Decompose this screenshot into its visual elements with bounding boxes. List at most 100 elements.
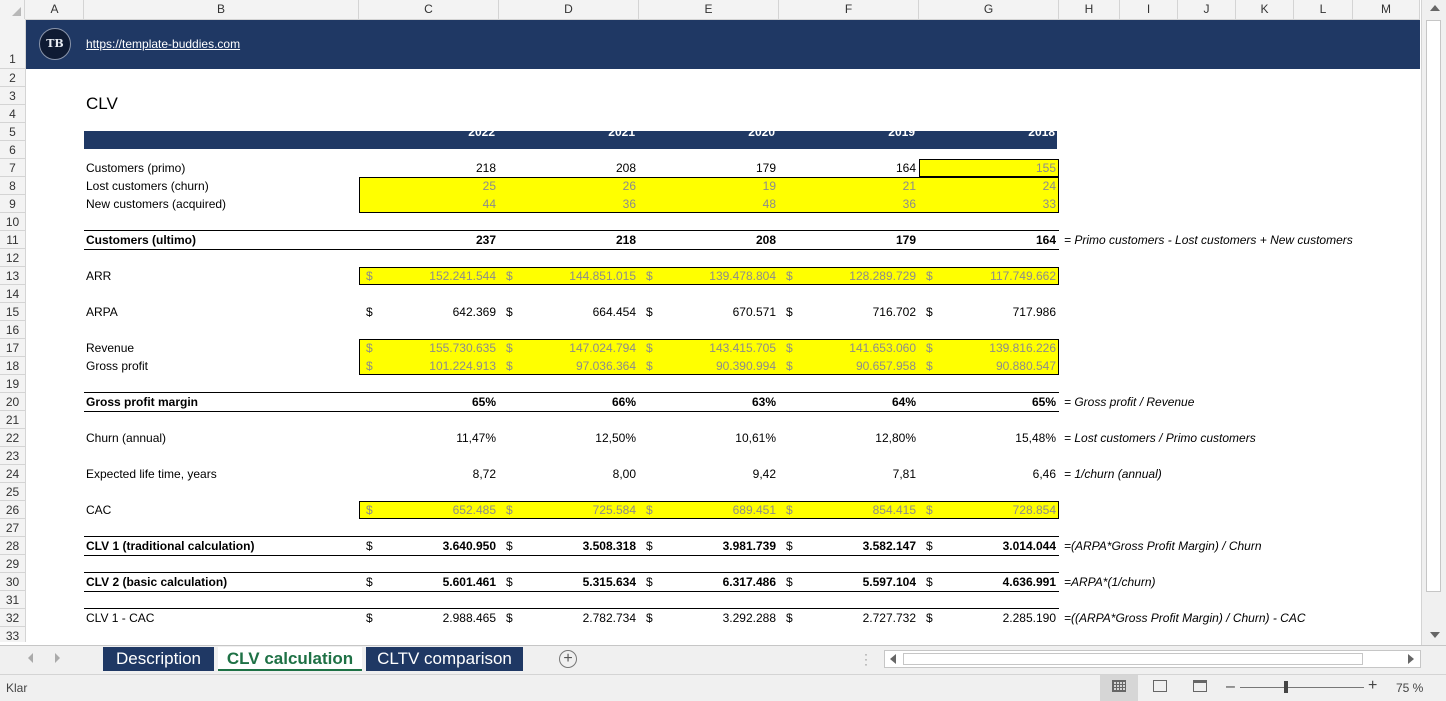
value-cell[interactable]: 208: [615, 161, 636, 175]
value-cell[interactable]: 12,80%: [875, 431, 916, 445]
value-cell[interactable]: 716.702: [872, 305, 916, 319]
row-header-17[interactable]: 17: [0, 339, 25, 357]
column-header-k[interactable]: K: [1236, 0, 1294, 19]
row-header-22[interactable]: 22: [0, 429, 25, 447]
value-cell[interactable]: 218: [615, 233, 636, 247]
value-cell[interactable]: 2.988.465: [442, 611, 496, 625]
worksheet-grid[interactable]: TB https://template-buddies.com CLV 2022…: [26, 20, 1420, 642]
vertical-scrollbar[interactable]: [1421, 0, 1446, 645]
zoom-level[interactable]: 75 %: [1396, 681, 1424, 695]
value-cell[interactable]: 179: [755, 161, 776, 175]
row-header-6[interactable]: 6: [0, 141, 25, 159]
select-all-corner[interactable]: [0, 0, 25, 19]
horizontal-scrollbar[interactable]: [884, 650, 1421, 668]
value-cell[interactable]: 144.851.015: [569, 269, 636, 283]
row-header-15[interactable]: 15: [0, 303, 25, 321]
value-cell[interactable]: 854.415: [872, 503, 916, 517]
row-header-3[interactable]: 3: [0, 87, 25, 105]
scroll-right-arrow[interactable]: [1408, 654, 1414, 664]
tab-description[interactable]: Description: [103, 647, 214, 671]
value-cell[interactable]: 21: [902, 179, 916, 193]
column-header-g[interactable]: G: [919, 0, 1059, 19]
value-cell[interactable]: 147.024.794: [569, 341, 636, 355]
value-cell[interactable]: 237: [475, 233, 496, 247]
value-cell[interactable]: 2.727.732: [862, 611, 916, 625]
row-header-7[interactable]: 7: [0, 159, 25, 177]
value-cell[interactable]: 139.478.804: [709, 269, 776, 283]
value-cell[interactable]: 4.636.991: [1002, 575, 1056, 589]
scroll-up-arrow[interactable]: [1430, 5, 1440, 11]
value-cell[interactable]: 65%: [471, 395, 496, 409]
row-header-13[interactable]: 13: [0, 267, 25, 285]
row-header-26[interactable]: 26: [0, 501, 25, 519]
value-cell[interactable]: 2.782.734: [582, 611, 636, 625]
value-cell[interactable]: 652.485: [452, 503, 496, 517]
page-layout-icon[interactable]: [1153, 680, 1167, 692]
row-header-4[interactable]: 4: [0, 105, 25, 123]
row-header-8[interactable]: 8: [0, 177, 25, 195]
value-cell[interactable]: 24: [1042, 179, 1056, 193]
value-cell[interactable]: 97.036.364: [575, 359, 636, 373]
value-cell[interactable]: 141.653.060: [849, 341, 916, 355]
value-cell[interactable]: 164: [895, 161, 916, 175]
column-header-b[interactable]: B: [84, 0, 359, 19]
value-cell[interactable]: 64%: [891, 395, 916, 409]
value-cell[interactable]: 65%: [1031, 395, 1056, 409]
value-cell[interactable]: 101.224.913: [429, 359, 496, 373]
value-cell[interactable]: 25: [482, 179, 496, 193]
row-header-23[interactable]: 23: [0, 447, 25, 465]
value-cell[interactable]: 664.454: [592, 305, 636, 319]
value-cell[interactable]: 33: [1042, 197, 1056, 211]
value-cell[interactable]: 36: [902, 197, 916, 211]
row-header-19[interactable]: 19: [0, 375, 25, 393]
add-sheet-icon[interactable]: +: [559, 650, 577, 668]
row-header-29[interactable]: 29: [0, 555, 25, 573]
zoom-slider-thumb[interactable]: [1284, 681, 1288, 693]
column-header-m[interactable]: M: [1353, 0, 1420, 19]
value-cell[interactable]: 725.584: [592, 503, 636, 517]
tab-scroll-right-icon[interactable]: [55, 653, 60, 663]
row-header-2[interactable]: 2: [0, 69, 25, 87]
value-cell[interactable]: 3.292.288: [722, 611, 776, 625]
value-cell[interactable]: 2.285.190: [1002, 611, 1056, 625]
row-header-14[interactable]: 14: [0, 285, 25, 303]
row-header-11[interactable]: 11: [0, 231, 25, 249]
value-cell[interactable]: 5.597.104: [862, 575, 916, 589]
row-header-20[interactable]: 20: [0, 393, 25, 411]
value-cell[interactable]: 152.241.544: [429, 269, 496, 283]
value-cell[interactable]: 179: [895, 233, 916, 247]
tab-splitter-handle[interactable]: · · ·: [864, 647, 868, 671]
value-cell[interactable]: 208: [755, 233, 776, 247]
column-header-d[interactable]: D: [499, 0, 639, 19]
value-cell[interactable]: 5.601.461: [442, 575, 496, 589]
value-cell[interactable]: 728.854: [1012, 503, 1056, 517]
row-header-16[interactable]: 16: [0, 321, 25, 339]
column-header-c[interactable]: C: [359, 0, 499, 19]
column-header-j[interactable]: J: [1178, 0, 1236, 19]
value-cell[interactable]: 3.508.318: [582, 539, 636, 553]
value-cell[interactable]: 19: [762, 179, 776, 193]
value-cell[interactable]: 44: [482, 197, 496, 211]
value-cell[interactable]: 6,46: [1032, 467, 1056, 481]
row-header-5[interactable]: 5: [0, 123, 25, 141]
tab-clv-calculation[interactable]: CLV calculation: [218, 647, 362, 671]
value-cell[interactable]: 155.730.635: [429, 341, 496, 355]
column-header-e[interactable]: E: [639, 0, 779, 19]
value-cell[interactable]: 3.582.147: [862, 539, 916, 553]
normal-view-button[interactable]: [1100, 675, 1138, 701]
value-cell[interactable]: 3.981.739: [722, 539, 776, 553]
vertical-scroll-thumb[interactable]: [1426, 20, 1441, 592]
value-cell[interactable]: 26: [622, 179, 636, 193]
value-cell[interactable]: 63%: [751, 395, 776, 409]
row-header-25[interactable]: 25: [0, 483, 25, 501]
value-cell[interactable]: 128.289.729: [849, 269, 916, 283]
row-header-9[interactable]: 9: [0, 195, 25, 213]
value-cell[interactable]: 15,48%: [1015, 431, 1056, 445]
value-cell[interactable]: 48: [762, 197, 776, 211]
column-header-l[interactable]: L: [1294, 0, 1353, 19]
value-cell[interactable]: 117.749.662: [990, 269, 1056, 283]
tab-cltv-comparison[interactable]: CLTV comparison: [366, 647, 523, 671]
value-cell[interactable]: 642.369: [452, 305, 496, 319]
value-cell[interactable]: 11,47%: [456, 431, 496, 445]
value-cell[interactable]: 10,61%: [735, 431, 776, 445]
